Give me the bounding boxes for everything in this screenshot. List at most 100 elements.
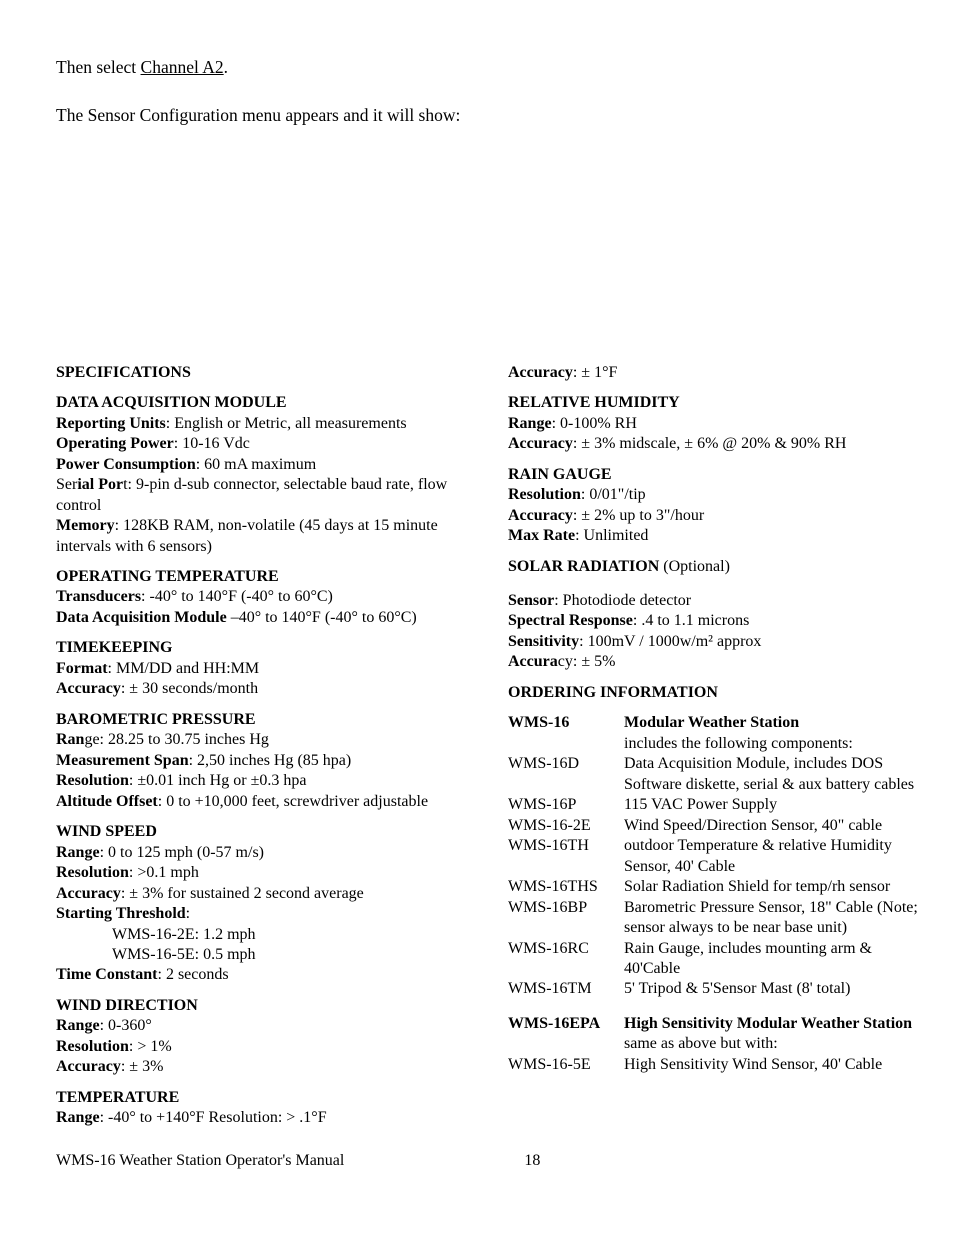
order-code [508, 734, 620, 754]
temp-block: TEMPERATURE Range: -40° to +140°F Resolu… [56, 1088, 484, 1129]
temp-title: TEMPERATURE [56, 1088, 484, 1108]
intro-section: Then select Channel A2. The Sensor Confi… [56, 56, 898, 127]
value: : MM/DD and HH:MM [108, 660, 260, 677]
label: Measurement Span [56, 752, 189, 769]
value: : 10-16 Vdc [174, 435, 250, 452]
value: : > 1% [129, 1038, 172, 1055]
label: Spectral Response [508, 612, 633, 629]
label: Power Consumption [56, 456, 196, 473]
order-desc: 115 VAC Power Supply [624, 795, 926, 815]
footer-title: WMS-16 Weather Station Operator's Manual [56, 1151, 344, 1171]
order-desc: same as above but with: [624, 1034, 926, 1054]
order-code: WMS-16TM [508, 979, 620, 999]
rain-title: RAIN GAUGE [508, 465, 926, 485]
order-desc: outdoor Temperature & relative Humidity … [624, 836, 926, 877]
label: Resolution [56, 1038, 129, 1055]
order-desc: Rain Gauge, includes mounting arm & 40'C… [624, 939, 926, 980]
label: Resolution [56, 772, 129, 789]
label: Accuracy [508, 435, 573, 452]
value: : ±0.01 inch Hg or ±0.3 hpa [129, 772, 307, 789]
label: Starting Threshold [56, 905, 186, 922]
solar-title: SOLAR RADIATION [508, 558, 659, 575]
value: : Photodiode detector [554, 592, 691, 609]
threshold-2: WMS-16-5E: 0.5 mph [56, 945, 484, 965]
order-desc: includes the following components: [624, 734, 926, 754]
channel-link[interactable]: Channel A2 [141, 57, 224, 77]
order-code: WMS-16-2E [508, 816, 620, 836]
order-code: WMS-16BP [508, 898, 620, 939]
label: Altitude Offset [56, 793, 158, 810]
optemp-block: OPERATING TEMPERATURE Transducers: -40° … [56, 567, 484, 628]
order-code [508, 1034, 620, 1054]
order-code: WMS-16EPA [508, 1014, 620, 1034]
specs-header: SPECIFICATIONS [56, 363, 484, 383]
value: : 0 to +10,000 feet, screwdriver adjusta… [158, 793, 428, 810]
value: –40° to 140°F (-40° to 60°C) [227, 609, 417, 626]
rh-block: RELATIVE HUMIDITY Range: 0-100% RH Accur… [508, 393, 926, 454]
page-footer: WMS-16 Weather Station Operator's Manual… [56, 1151, 898, 1171]
intro-line-2: The Sensor Configuration menu appears an… [56, 104, 898, 126]
label: Time Constant [56, 966, 158, 983]
baro-block: BAROMETRIC PRESSURE Range: 28.25 to 30.7… [56, 710, 484, 812]
wspeed-block: WIND SPEED Range: 0 to 125 mph (0-57 m/s… [56, 822, 484, 986]
value: : ± 3% [121, 1058, 164, 1075]
value: : 2 seconds [158, 966, 229, 983]
order-gap [508, 1000, 926, 1014]
order-code: WMS-16RC [508, 939, 620, 980]
optemp-title: OPERATING TEMPERATURE [56, 567, 484, 587]
value: : -40° to 140°F (-40° to 60°C) [141, 588, 333, 605]
value: cy: ± 5% [558, 653, 616, 670]
value: : -40° to +140°F Resolution: > .1°F [100, 1109, 327, 1126]
rain-block: RAIN GAUGE Resolution: 0/01"/tip Accurac… [508, 465, 926, 547]
spec-columns: SPECIFICATIONS DATA ACQUISITION MODULE R… [56, 363, 898, 1129]
label: Accuracy [508, 364, 573, 381]
label: Reporting Units [56, 415, 166, 432]
value: : [186, 905, 190, 922]
solar-block: SOLAR RADIATION (Optional) Sensor: Photo… [508, 557, 926, 673]
label: Range [56, 1017, 100, 1034]
dam-block: DATA ACQUISITION MODULE Reporting Units:… [56, 393, 484, 557]
intro-line-1: Then select Channel A2. [56, 56, 898, 78]
value: : ± 2% up to 3"/hour [573, 507, 704, 524]
order-desc: High Sensitivity Modular Weather Station [624, 1014, 926, 1034]
value: : >0.1 mph [129, 864, 199, 881]
label: Operating Power [56, 435, 174, 452]
blank-space [56, 153, 898, 363]
label: Accura [508, 653, 558, 670]
value: : 60 mA maximum [196, 456, 316, 473]
rh-title: RELATIVE HUMIDITY [508, 393, 926, 413]
order-table: WMS-16Modular Weather Stationincludes th… [508, 713, 926, 1075]
label: Format [56, 660, 108, 677]
value: : English or Metric, all measurements [166, 415, 407, 432]
wdir-title: WIND DIRECTION [56, 996, 484, 1016]
value: : 0 to 125 mph (0-57 m/s) [100, 844, 264, 861]
order-code: WMS-16 [508, 713, 620, 733]
order-desc: 5' Tripod & 5'Sensor Mast (8' total) [624, 979, 926, 999]
label: Data Acquisition Module [56, 609, 227, 626]
right-column: Accuracy: ± 1°F RELATIVE HUMIDITY Range:… [508, 363, 926, 1129]
wdir-block: WIND DIRECTION Range: 0-360° Resolution:… [56, 996, 484, 1078]
label: Range [56, 844, 100, 861]
order-desc: Solar Radiation Shield for temp/rh senso… [624, 877, 926, 897]
order-code: WMS-16THS [508, 877, 620, 897]
value: : 0-100% RH [552, 415, 637, 432]
label: Resolution [508, 486, 581, 503]
label: Memory [56, 517, 115, 534]
label: Accuracy [56, 885, 121, 902]
order-code: WMS-16-5E [508, 1055, 620, 1075]
label: Sensor [508, 592, 554, 609]
solar-optional: (Optional) [659, 558, 730, 575]
label: Ran [56, 731, 84, 748]
value: ge: 28.25 to 30.75 inches Hg [84, 731, 268, 748]
threshold-1: WMS-16-2E: 1.2 mph [56, 925, 484, 945]
label: Range [508, 415, 552, 432]
order-desc: Barometric Pressure Sensor, 18" Cable (N… [624, 898, 926, 939]
label: Resolution [56, 864, 129, 881]
order-code: WMS-16P [508, 795, 620, 815]
label: Transducers [56, 588, 141, 605]
label: Accuracy [56, 680, 121, 697]
intro-text: Then select [56, 57, 141, 77]
order-desc: Modular Weather Station [624, 713, 926, 733]
baro-title: BAROMETRIC PRESSURE [56, 710, 484, 730]
order-header: ORDERING INFORMATION [508, 683, 926, 703]
